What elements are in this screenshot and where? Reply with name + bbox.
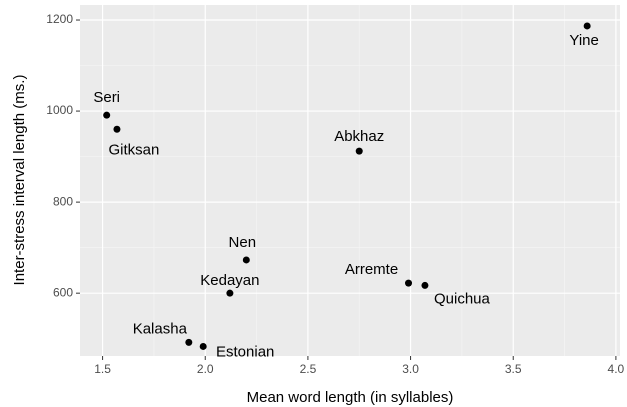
y-tick-label: 1000	[46, 103, 73, 117]
y-tick-label: 600	[53, 285, 73, 299]
point-label: Arremte	[345, 261, 398, 278]
panel	[80, 5, 620, 356]
x-tick-label: 2.5	[300, 362, 317, 376]
x-tick-label: 2.0	[197, 362, 214, 376]
point-label: Nen	[229, 234, 257, 251]
x-tick-label: 4.0	[608, 362, 625, 376]
x-tick-label: 3.5	[505, 362, 522, 376]
point-label: Gitksan	[109, 141, 160, 158]
point-label: Estonian	[216, 343, 274, 360]
point	[583, 22, 591, 30]
point	[421, 281, 429, 289]
point-label: Seri	[93, 89, 120, 106]
point	[185, 338, 193, 346]
point-label: Quichua	[434, 290, 491, 307]
x-tick-label: 1.5	[94, 362, 111, 376]
point-label: Kalasha	[133, 320, 188, 337]
point	[103, 111, 111, 119]
x-tick-label: 3.0	[402, 362, 419, 376]
point	[199, 342, 207, 350]
point	[405, 279, 413, 287]
y-tick-label: 800	[53, 194, 73, 208]
point	[355, 147, 363, 155]
y-axis-title: Inter-stress interval length (ms.)	[11, 75, 28, 286]
y-tick-label: 1200	[46, 12, 73, 26]
point-label: Abkhaz	[334, 128, 384, 145]
point	[226, 289, 234, 297]
x-axis-title: Mean word length (in syllables)	[247, 389, 454, 406]
point	[113, 125, 121, 133]
point	[242, 256, 250, 264]
point-label: Yine	[569, 32, 598, 49]
point-label: Kedayan	[200, 272, 259, 289]
